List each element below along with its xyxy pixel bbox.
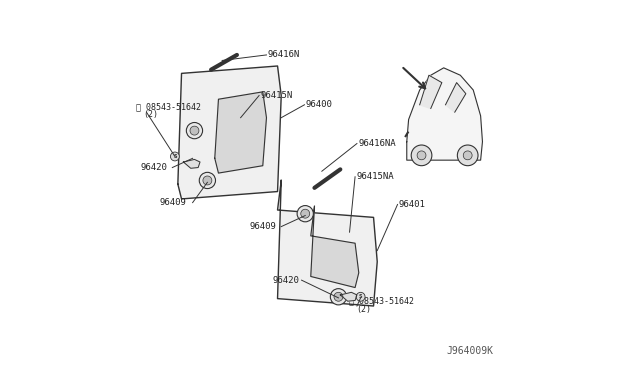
Circle shape <box>190 126 199 135</box>
Text: 96409: 96409 <box>159 198 186 207</box>
Text: S: S <box>173 154 177 159</box>
Text: 96401: 96401 <box>399 200 426 209</box>
Circle shape <box>301 209 310 218</box>
Text: 96420: 96420 <box>141 163 168 172</box>
Text: 96415NA: 96415NA <box>356 172 394 181</box>
Circle shape <box>297 206 314 222</box>
Polygon shape <box>420 75 442 109</box>
Text: J964009K: J964009K <box>447 346 493 356</box>
Polygon shape <box>184 160 200 168</box>
Polygon shape <box>340 292 357 301</box>
Polygon shape <box>215 92 266 173</box>
Circle shape <box>417 151 426 160</box>
Circle shape <box>463 151 472 160</box>
Text: 96415N: 96415N <box>260 91 292 100</box>
Text: 96416NA: 96416NA <box>358 139 396 148</box>
Circle shape <box>186 122 203 139</box>
Text: Ⓢ 08543-51642: Ⓢ 08543-51642 <box>136 102 201 111</box>
Text: (2): (2) <box>143 109 159 119</box>
Circle shape <box>356 292 365 301</box>
Circle shape <box>199 172 216 189</box>
Text: (2): (2) <box>356 305 371 314</box>
Circle shape <box>170 152 179 161</box>
Text: S: S <box>359 294 362 299</box>
Polygon shape <box>278 180 377 306</box>
Circle shape <box>334 292 343 301</box>
Circle shape <box>411 145 432 166</box>
Text: Ⓢ 08543-51642: Ⓢ 08543-51642 <box>349 296 414 305</box>
Polygon shape <box>407 68 483 160</box>
Circle shape <box>458 145 478 166</box>
Polygon shape <box>445 83 466 112</box>
Polygon shape <box>178 66 281 199</box>
Text: 96409: 96409 <box>250 222 276 231</box>
Circle shape <box>330 289 347 305</box>
Text: 96400: 96400 <box>306 100 332 109</box>
Circle shape <box>203 176 212 185</box>
Text: 96416N: 96416N <box>268 51 300 60</box>
Polygon shape <box>311 206 359 288</box>
Text: 96420: 96420 <box>272 276 299 285</box>
